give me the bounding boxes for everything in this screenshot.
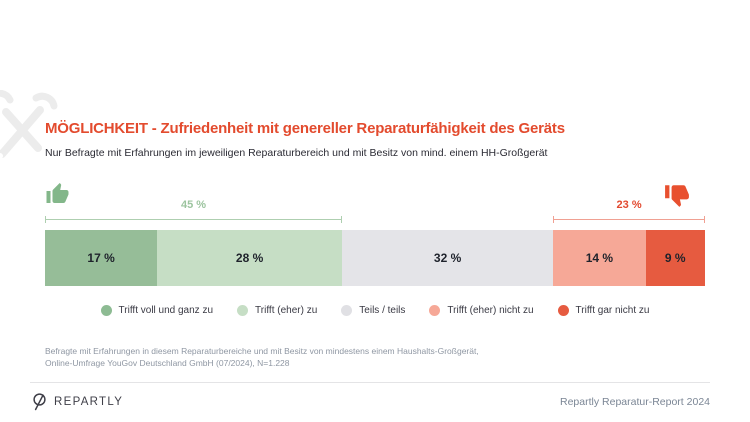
legend: Trifft voll und ganz zu Trifft (eher) zu T… <box>45 302 705 318</box>
brand-name: REPARTLY <box>54 396 124 408</box>
legend-dot <box>429 304 441 316</box>
negative-bracket-rule <box>553 216 705 223</box>
negative-bracket: 23 % <box>553 199 705 223</box>
page-title: MÖGLICHKEIT - Zufriedenheit mit generell… <box>45 120 565 137</box>
page-subtitle: Nur Befragte mit Erfahrungen im jeweilig… <box>45 147 548 159</box>
footer-divider <box>30 382 710 383</box>
positive-total-label: 45 % <box>180 199 207 211</box>
stacked-bar: 17 % 28 % 32 % 14 % 9 % <box>45 230 705 286</box>
report-label: Repartly Reparatur-Report 2024 <box>560 396 710 408</box>
bar-segment-value: 28 % <box>235 251 264 265</box>
bar-segment-value: 32 % <box>433 251 462 265</box>
legend-item-3: Teils / teils <box>341 304 406 316</box>
bar-segment-1: 17 % <box>45 230 158 286</box>
legend-item-5: Trifft gar nicht zu <box>557 304 650 316</box>
footnote-line-1: Befragte mit Erfahrungen in diesem Repar… <box>45 346 479 356</box>
legend-label: Trifft (eher) zu <box>255 304 318 316</box>
legend-label: Trifft voll und ganz zu <box>118 304 214 316</box>
legend-dot <box>557 304 569 316</box>
positive-bracket-rule <box>45 216 342 223</box>
legend-item-4: Trifft (eher) nicht zu <box>429 304 534 316</box>
legend-label: Trifft gar nicht zu <box>575 304 650 316</box>
bar-segment-5: 9 % <box>645 230 705 286</box>
bar-segment-4: 14 % <box>553 230 646 286</box>
thumbs-up-icon <box>46 183 69 203</box>
legend-item-2: Trifft (eher) zu <box>237 304 318 316</box>
brand-logo: REPARTLY <box>32 393 123 411</box>
repartly-logo-icon <box>33 393 46 411</box>
thumbs-down-icon <box>665 185 689 207</box>
footnote-line-2: Online-Umfrage YouGov Deutschland GmbH (… <box>45 358 290 368</box>
bar-segment-3: 32 % <box>341 230 554 286</box>
bar-segment-value: 14 % <box>585 251 614 265</box>
bar-segment-value: 9 % <box>664 251 686 265</box>
legend-dot <box>341 304 353 316</box>
legend-label: Trifft (eher) nicht zu <box>447 304 534 316</box>
legend-dot <box>237 304 249 316</box>
footnote: Befragte mit Erfahrungen in diesem Repar… <box>45 345 479 369</box>
legend-item-1: Trifft voll und ganz zu <box>100 304 214 316</box>
legend-label: Teils / teils <box>359 304 406 316</box>
bar-segment-2: 28 % <box>157 230 342 286</box>
crossed-tools-icon <box>0 90 58 159</box>
bar-segment-value: 17 % <box>87 251 115 265</box>
positive-bracket: 45 % <box>45 199 342 223</box>
negative-total-label: 23 % <box>616 199 642 211</box>
legend-dot <box>100 304 112 316</box>
